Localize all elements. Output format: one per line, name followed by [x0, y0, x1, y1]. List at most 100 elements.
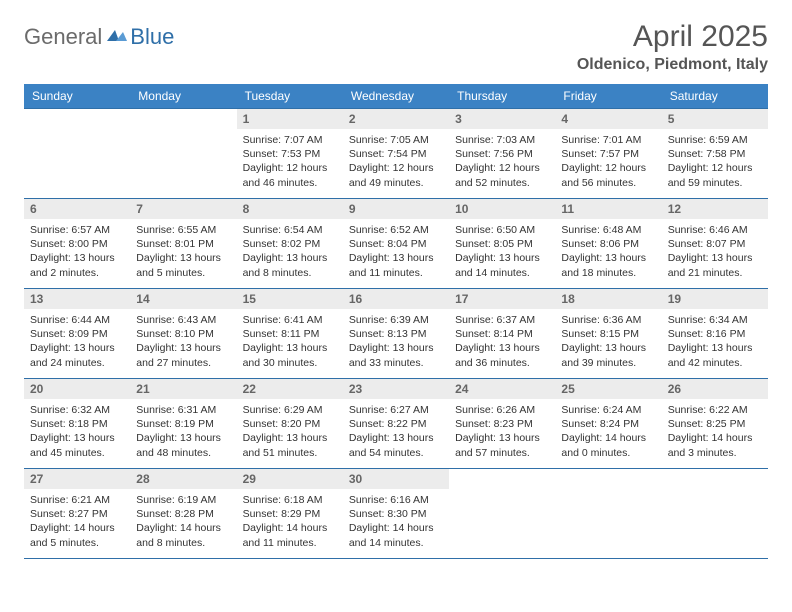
day-content: Sunrise: 7:07 AMSunset: 7:53 PMDaylight:…: [237, 129, 343, 194]
day-number: 3: [449, 109, 555, 129]
calendar-week-row: 6Sunrise: 6:57 AMSunset: 8:00 PMDaylight…: [24, 199, 768, 289]
day-content: Sunrise: 6:22 AMSunset: 8:25 PMDaylight:…: [662, 399, 768, 464]
logo-text-general: General: [24, 24, 102, 50]
day-content: Sunrise: 6:44 AMSunset: 8:09 PMDaylight:…: [24, 309, 130, 374]
weekday-header: Tuesday: [237, 84, 343, 109]
day-content: Sunrise: 6:48 AMSunset: 8:06 PMDaylight:…: [555, 219, 661, 284]
calendar-cell: 27Sunrise: 6:21 AMSunset: 8:27 PMDayligh…: [24, 469, 130, 559]
calendar-cell: 13Sunrise: 6:44 AMSunset: 8:09 PMDayligh…: [24, 289, 130, 379]
calendar-cell: 12Sunrise: 6:46 AMSunset: 8:07 PMDayligh…: [662, 199, 768, 289]
calendar-cell: 8Sunrise: 6:54 AMSunset: 8:02 PMDaylight…: [237, 199, 343, 289]
calendar-cell: 23Sunrise: 6:27 AMSunset: 8:22 PMDayligh…: [343, 379, 449, 469]
calendar-cell: .: [449, 469, 555, 559]
day-number: 4: [555, 109, 661, 129]
day-number: 19: [662, 289, 768, 309]
weekday-header: Friday: [555, 84, 661, 109]
weekday-header: Monday: [130, 84, 236, 109]
day-content: Sunrise: 6:18 AMSunset: 8:29 PMDaylight:…: [237, 489, 343, 554]
day-number: 16: [343, 289, 449, 309]
calendar-page: General Blue April 2025 Oldenico, Piedmo…: [0, 0, 792, 579]
calendar-week-row: 13Sunrise: 6:44 AMSunset: 8:09 PMDayligh…: [24, 289, 768, 379]
calendar-cell: .: [662, 469, 768, 559]
day-number: 22: [237, 379, 343, 399]
calendar-cell: 18Sunrise: 6:36 AMSunset: 8:15 PMDayligh…: [555, 289, 661, 379]
calendar-cell: 17Sunrise: 6:37 AMSunset: 8:14 PMDayligh…: [449, 289, 555, 379]
day-number: 11: [555, 199, 661, 219]
header: General Blue April 2025 Oldenico, Piedmo…: [24, 20, 768, 74]
day-content: Sunrise: 6:21 AMSunset: 8:27 PMDaylight:…: [24, 489, 130, 554]
day-content: Sunrise: 6:32 AMSunset: 8:18 PMDaylight:…: [24, 399, 130, 464]
day-content: Sunrise: 6:54 AMSunset: 8:02 PMDaylight:…: [237, 219, 343, 284]
day-content: Sunrise: 6:27 AMSunset: 8:22 PMDaylight:…: [343, 399, 449, 464]
day-number: 27: [24, 469, 130, 489]
day-content: Sunrise: 6:34 AMSunset: 8:16 PMDaylight:…: [662, 309, 768, 374]
calendar-cell: 24Sunrise: 6:26 AMSunset: 8:23 PMDayligh…: [449, 379, 555, 469]
day-content: Sunrise: 6:55 AMSunset: 8:01 PMDaylight:…: [130, 219, 236, 284]
day-number: 30: [343, 469, 449, 489]
calendar-cell: 19Sunrise: 6:34 AMSunset: 8:16 PMDayligh…: [662, 289, 768, 379]
day-number: 28: [130, 469, 236, 489]
day-number: 24: [449, 379, 555, 399]
day-content: Sunrise: 6:46 AMSunset: 8:07 PMDaylight:…: [662, 219, 768, 284]
day-number: 20: [24, 379, 130, 399]
calendar-cell: 25Sunrise: 6:24 AMSunset: 8:24 PMDayligh…: [555, 379, 661, 469]
day-number: 8: [237, 199, 343, 219]
day-content: Sunrise: 6:37 AMSunset: 8:14 PMDaylight:…: [449, 309, 555, 374]
calendar-cell: .: [555, 469, 661, 559]
day-content: Sunrise: 6:57 AMSunset: 8:00 PMDaylight:…: [24, 219, 130, 284]
day-content: Sunrise: 6:24 AMSunset: 8:24 PMDaylight:…: [555, 399, 661, 464]
day-number: 10: [449, 199, 555, 219]
day-number: 15: [237, 289, 343, 309]
day-content: Sunrise: 6:39 AMSunset: 8:13 PMDaylight:…: [343, 309, 449, 374]
day-number: 23: [343, 379, 449, 399]
day-number: 2: [343, 109, 449, 129]
weekday-header: Sunday: [24, 84, 130, 109]
title-block: April 2025 Oldenico, Piedmont, Italy: [577, 20, 768, 74]
day-number: 21: [130, 379, 236, 399]
calendar-week-row: 20Sunrise: 6:32 AMSunset: 8:18 PMDayligh…: [24, 379, 768, 469]
calendar-cell: 26Sunrise: 6:22 AMSunset: 8:25 PMDayligh…: [662, 379, 768, 469]
day-number: 25: [555, 379, 661, 399]
day-content: Sunrise: 6:59 AMSunset: 7:58 PMDaylight:…: [662, 129, 768, 194]
calendar-week-row: . . 1Sunrise: 7:07 AMSunset: 7:53 PMDayl…: [24, 109, 768, 199]
weekday-header: Wednesday: [343, 84, 449, 109]
day-number: 26: [662, 379, 768, 399]
weekday-header: Saturday: [662, 84, 768, 109]
day-content: Sunrise: 7:05 AMSunset: 7:54 PMDaylight:…: [343, 129, 449, 194]
day-number: 14: [130, 289, 236, 309]
calendar-week-row: 27Sunrise: 6:21 AMSunset: 8:27 PMDayligh…: [24, 469, 768, 559]
calendar-cell: .: [24, 109, 130, 199]
calendar-cell: .: [130, 109, 236, 199]
day-content: Sunrise: 7:01 AMSunset: 7:57 PMDaylight:…: [555, 129, 661, 194]
calendar-cell: 21Sunrise: 6:31 AMSunset: 8:19 PMDayligh…: [130, 379, 236, 469]
day-content: Sunrise: 6:29 AMSunset: 8:20 PMDaylight:…: [237, 399, 343, 464]
calendar-cell: 22Sunrise: 6:29 AMSunset: 8:20 PMDayligh…: [237, 379, 343, 469]
calendar-cell: 10Sunrise: 6:50 AMSunset: 8:05 PMDayligh…: [449, 199, 555, 289]
day-number: 12: [662, 199, 768, 219]
calendar-body: . . 1Sunrise: 7:07 AMSunset: 7:53 PMDayl…: [24, 109, 768, 559]
day-number: 18: [555, 289, 661, 309]
calendar-cell: 3Sunrise: 7:03 AMSunset: 7:56 PMDaylight…: [449, 109, 555, 199]
calendar-cell: 14Sunrise: 6:43 AMSunset: 8:10 PMDayligh…: [130, 289, 236, 379]
calendar-header-row: SundayMondayTuesdayWednesdayThursdayFrid…: [24, 84, 768, 109]
day-content: Sunrise: 6:52 AMSunset: 8:04 PMDaylight:…: [343, 219, 449, 284]
day-content: Sunrise: 6:16 AMSunset: 8:30 PMDaylight:…: [343, 489, 449, 554]
day-number: 13: [24, 289, 130, 309]
month-title: April 2025: [577, 20, 768, 54]
day-number: 6: [24, 199, 130, 219]
calendar-cell: 29Sunrise: 6:18 AMSunset: 8:29 PMDayligh…: [237, 469, 343, 559]
day-number: 17: [449, 289, 555, 309]
day-content: Sunrise: 6:31 AMSunset: 8:19 PMDaylight:…: [130, 399, 236, 464]
calendar-cell: 15Sunrise: 6:41 AMSunset: 8:11 PMDayligh…: [237, 289, 343, 379]
calendar-cell: 30Sunrise: 6:16 AMSunset: 8:30 PMDayligh…: [343, 469, 449, 559]
calendar-cell: 5Sunrise: 6:59 AMSunset: 7:58 PMDaylight…: [662, 109, 768, 199]
logo-flag-icon: [106, 26, 128, 49]
day-content: Sunrise: 6:43 AMSunset: 8:10 PMDaylight:…: [130, 309, 236, 374]
day-number: 29: [237, 469, 343, 489]
day-content: Sunrise: 6:26 AMSunset: 8:23 PMDaylight:…: [449, 399, 555, 464]
calendar-cell: 2Sunrise: 7:05 AMSunset: 7:54 PMDaylight…: [343, 109, 449, 199]
day-content: Sunrise: 7:03 AMSunset: 7:56 PMDaylight:…: [449, 129, 555, 194]
logo: General Blue: [24, 24, 174, 50]
calendar-cell: 6Sunrise: 6:57 AMSunset: 8:00 PMDaylight…: [24, 199, 130, 289]
calendar-cell: 16Sunrise: 6:39 AMSunset: 8:13 PMDayligh…: [343, 289, 449, 379]
